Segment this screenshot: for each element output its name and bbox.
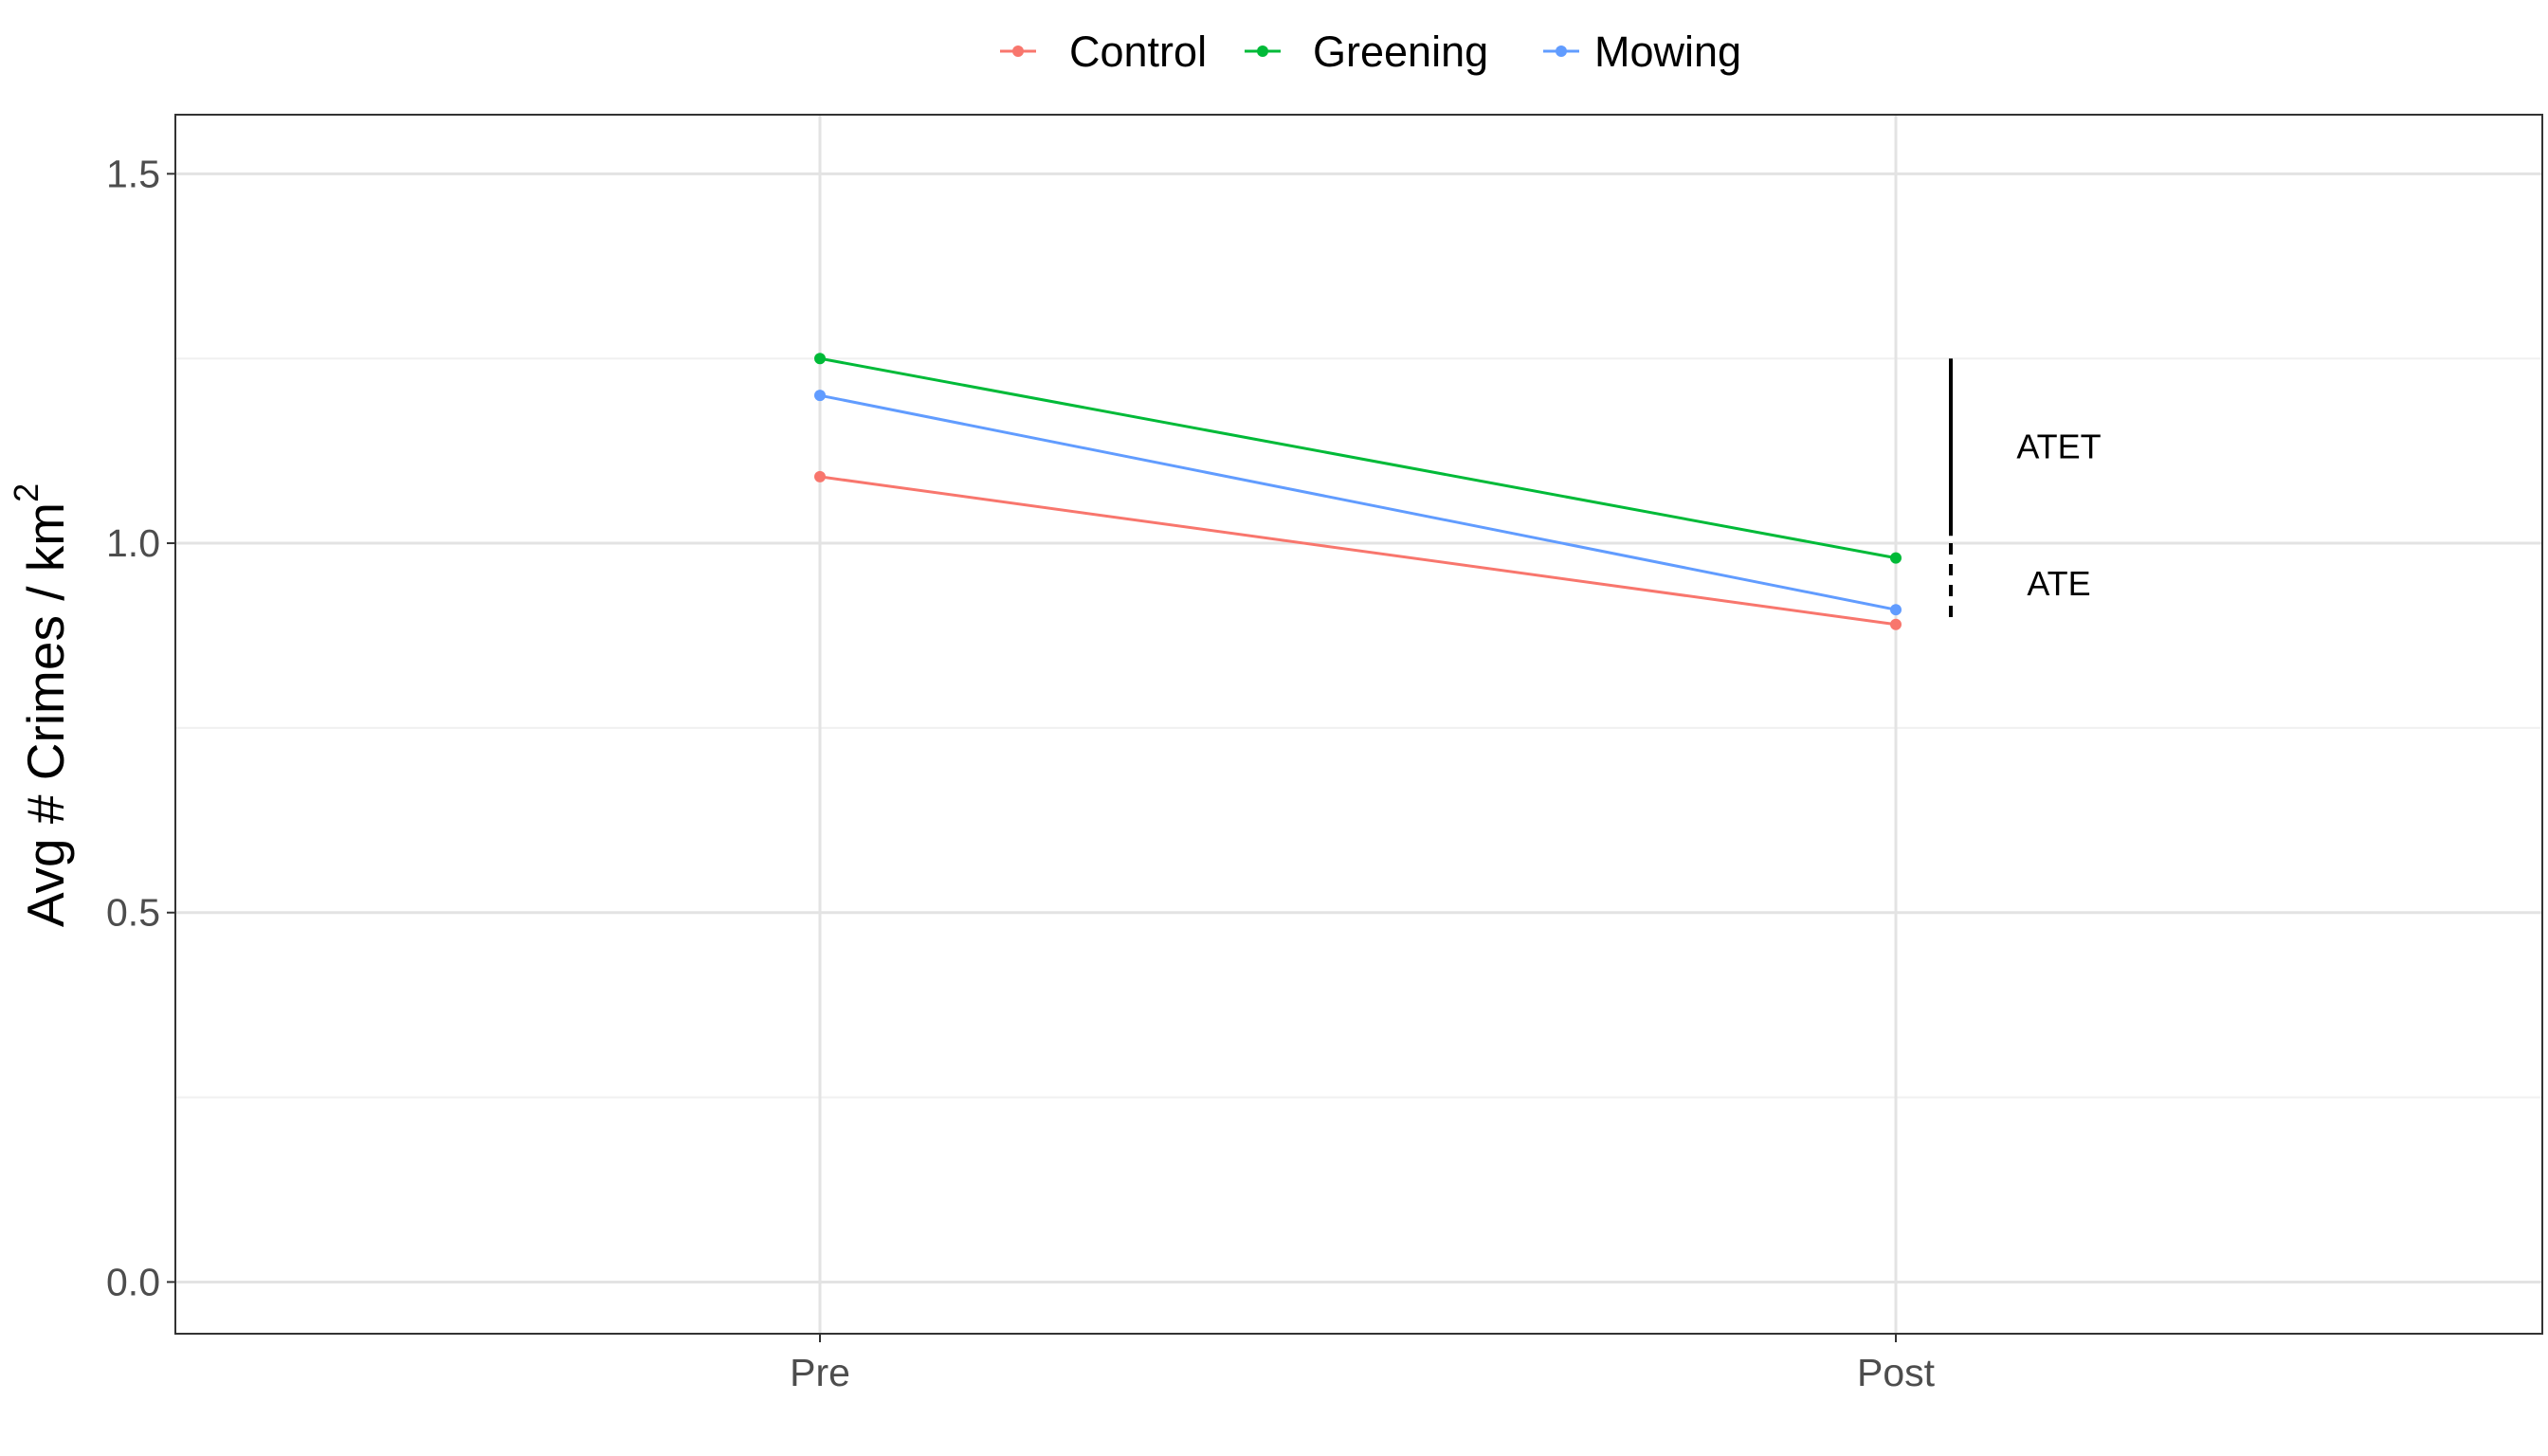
legend-key-point-control [1012,46,1024,57]
data-point-mowing [814,390,826,402]
y-axis-title-text: Avg # Crimes / km [16,502,75,927]
y-axis-title: Avg # Crimes / km2 [7,483,75,927]
data-point-greening [1890,552,1902,564]
y-axis-ticks: 0.0 0.5 1.0 1.5 [106,152,175,1303]
y-tick-label: 1.5 [106,152,160,195]
legend-label-mowing: Mowing [1594,27,1741,76]
legend-key-point-greening [1257,46,1268,57]
major-gridlines [175,115,2542,1334]
data-point-mowing [1890,604,1902,616]
plot-panel-border [174,114,2543,1335]
data-point-control [814,470,826,482]
x-axis-ticks: Pre Post [790,1334,1936,1394]
series-layer [814,353,1902,630]
data-point-control [1890,618,1902,630]
legend-label-greening: Greening [1313,27,1488,76]
series-line-greening [819,356,1897,560]
data-point-greening [814,353,826,365]
y-tick-label: 0.0 [106,1260,160,1303]
y-tick-label: 1.0 [106,521,160,565]
series-line-mowing [819,393,1897,611]
legend: Control Greening Mowing [1000,27,1741,76]
y-axis-title-superscript: 2 [7,483,46,502]
annotation-layer: ATET ATE [1949,358,2102,625]
annotation-label-atet: ATET [2016,428,2101,466]
minor-gridlines [175,357,2542,1099]
annotation-label-ate: ATE [2027,564,2090,603]
y-tick-label: 0.5 [106,891,160,935]
series-line-control [819,475,1897,627]
legend-label-control: Control [1069,27,1207,76]
x-tick-label: Post [1857,1351,1936,1394]
x-tick-label: Pre [790,1351,850,1394]
legend-key-point-mowing [1556,46,1567,57]
